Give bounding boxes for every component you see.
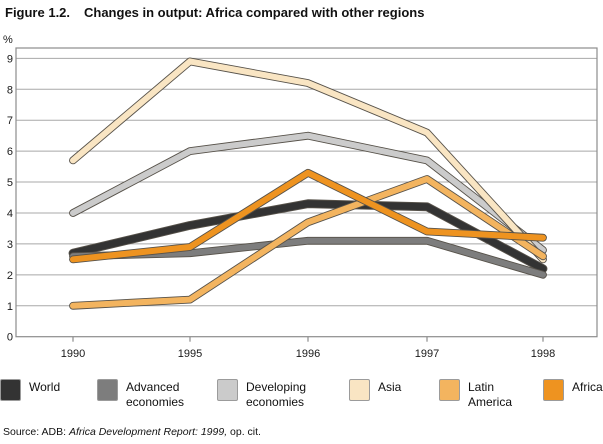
legend-label: Developing economies — [246, 380, 307, 409]
y-tick-label-7: 7 — [7, 115, 13, 127]
series-outline-advanced-economies — [69, 236, 547, 279]
legend-label: Latin America — [468, 380, 513, 409]
y-tick-label-2: 2 — [7, 270, 13, 282]
series-line-africa — [70, 169, 546, 263]
source-italic: Africa Development Report: 1999, — [68, 426, 228, 438]
plot-frame — [15, 47, 598, 338]
legend-swatch — [97, 379, 118, 401]
line-chart-canvas: 0 1 2 3 4 5 6 7 8 9 1990 1995 1996 1997 1998 — [7, 47, 598, 360]
x-tick-label-1990: 1990 — [61, 348, 85, 360]
y-tick-label-4: 4 — [7, 208, 13, 220]
legend-swatch — [0, 379, 21, 401]
y-tick-label-0: 0 — [7, 332, 13, 344]
legend-label: World — [29, 380, 61, 394]
y-tick-label-5: 5 — [7, 177, 13, 189]
y-axis-unit-label: % — [3, 34, 13, 46]
legend-label: Africa — [572, 380, 603, 394]
series-line-world — [69, 200, 547, 273]
legend-swatch — [217, 379, 238, 401]
x-tick-label-1995: 1995 — [178, 348, 202, 360]
legend-swatch — [349, 379, 370, 401]
chart-legend: World Advanced economies Developing economie… — [0, 377, 603, 421]
page-title: Figure 1.2. Changes in output: Africa com… — [5, 5, 600, 20]
y-tick-label-9: 9 — [7, 53, 13, 65]
legend-label: Advanced economies — [126, 380, 185, 409]
y-tick-label-8: 8 — [7, 84, 13, 96]
legend-label: Asia — [378, 380, 402, 394]
legend-swatch — [543, 379, 564, 401]
x-tick-label-1998: 1998 — [531, 348, 555, 360]
series-line-asia — [70, 58, 546, 263]
legend-swatch — [439, 379, 460, 401]
x-tick-label-1997: 1997 — [415, 348, 439, 360]
figure-label: Figure 1.2. — [5, 5, 71, 20]
x-tick-label-1996: 1996 — [296, 348, 320, 360]
source-suffix: op. cit. — [227, 426, 261, 438]
source-prefix: Source: ADB: — [3, 426, 69, 438]
series-line-latin-america — [70, 176, 546, 309]
series-line-developing-economies — [70, 132, 546, 254]
figure-caption: Changes in output: Africa compared with … — [84, 5, 425, 20]
y-tick-label-3: 3 — [7, 239, 13, 251]
y-tick-label-1: 1 — [7, 301, 13, 313]
source-note: Source: ADB: Africa Development Report: … — [3, 426, 261, 438]
y-tick-label-6: 6 — [7, 146, 13, 158]
